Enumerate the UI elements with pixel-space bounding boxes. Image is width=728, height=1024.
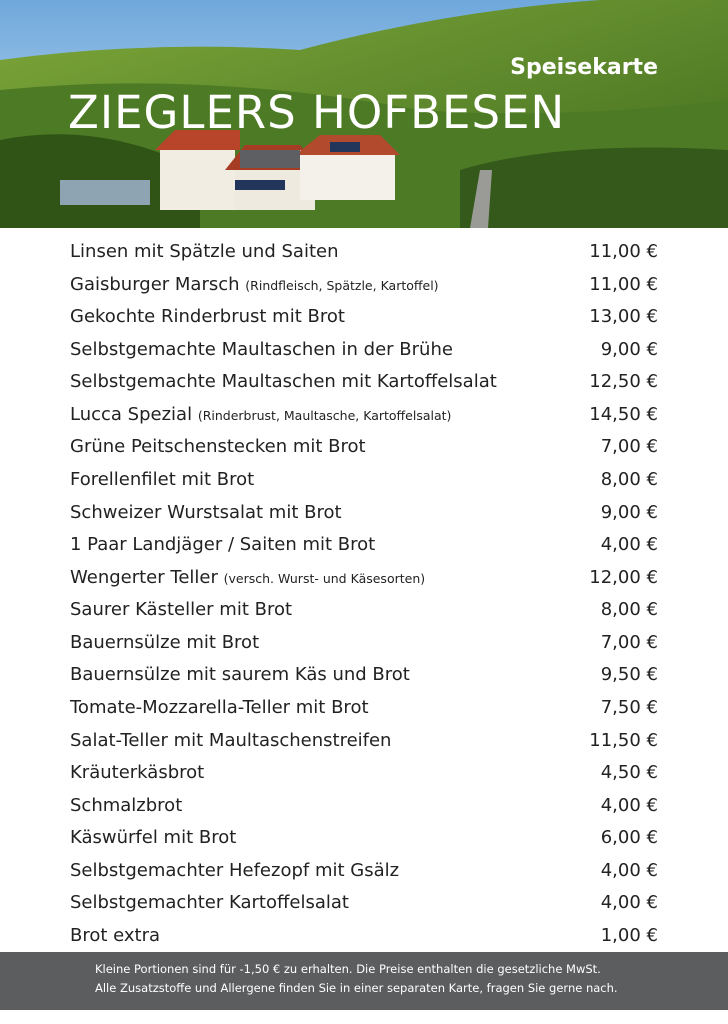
item-price: 9,00 € <box>600 501 658 523</box>
item-label: Selbstgemachte Maultaschen in der Brühe <box>70 334 453 366</box>
menu-item: Kräuterkäsbrot 4,50 € <box>70 757 658 789</box>
item-name: Selbstgemachte Maultaschen mit Kartoffel… <box>70 371 497 393</box>
menu-item: Schmalzbrot 4,00 € <box>70 790 658 822</box>
item-price: 6,00 € <box>600 827 658 849</box>
item-label: Bauernsülze mit Brot <box>70 627 259 659</box>
menu-item: Grüne Peitschenstecken mit Brot 7,00 € <box>70 431 658 463</box>
menu-item: Gaisburger Marsch (Rindfleisch, Spätzle,… <box>70 269 658 301</box>
menu-item: Forellenfilet mit Brot 8,00 € <box>70 464 658 496</box>
item-name: Gaisburger Marsch <box>70 273 240 295</box>
item-name: Bauernsülze mit Brot <box>70 631 260 653</box>
item-price: 8,00 € <box>600 599 658 621</box>
menu-item: Bauernsülze mit Brot 7,00 € <box>70 627 658 659</box>
menu-item: Lucca Spezial (Rinderbrust, Maultasche, … <box>70 399 658 431</box>
item-name: Linsen mit Spätzle und Saiten <box>70 241 339 262</box>
item-name: Grüne Peitschenstecken mit Brot <box>70 436 366 458</box>
item-price: 8,00 € <box>600 468 658 490</box>
item-label: Tomate-Mozzarella-Teller mit Brot <box>70 692 369 724</box>
item-name: Käswürfel mit Brot <box>70 827 237 849</box>
item-price: 4,00 € <box>600 534 658 556</box>
item-price: 11,00 € <box>589 241 658 262</box>
item-label: 1 Paar Landjäger / Saiten mit Brot <box>70 529 375 561</box>
item-price: 13,00 € <box>589 306 658 328</box>
item-name: Brot extra <box>70 924 161 946</box>
menu-item: Selbstgemachter Hefezopf mit Gsälz 4,00 € <box>70 855 658 887</box>
item-name: Schweizer Wurstsalat mit Brot <box>70 501 342 523</box>
item-name: Forellenfilet mit Brot <box>70 468 255 490</box>
item-name: Kräuterkäsbrot <box>70 762 205 784</box>
item-price: 4,50 € <box>600 762 658 784</box>
item-label: Schmalzbrot <box>70 790 182 822</box>
item-name: Salat-Teller mit Maultaschenstreifen <box>70 729 392 751</box>
item-price: 12,00 € <box>589 566 658 588</box>
item-price: 9,50 € <box>600 664 658 686</box>
item-price: 4,00 € <box>600 859 658 881</box>
menu-item: Käswürfel mit Brot 6,00 € <box>70 822 658 854</box>
item-price: 9,00 € <box>600 338 658 360</box>
menu-item: Selbstgemachte Maultaschen mit Kartoffel… <box>70 366 658 398</box>
footer: Kleine Portionen sind für -1,50 € zu erh… <box>0 952 728 1010</box>
footer-line: Alle Zusatzstoffe und Allergene finden S… <box>95 981 618 995</box>
header-photo: Speisekarte ZIEGLERS HOFBESEN <box>0 0 728 228</box>
menu-item: 1 Paar Landjäger / Saiten mit Brot 4,00 € <box>70 529 658 561</box>
item-name: Selbstgemachte Maultaschen in der Brühe <box>70 338 453 360</box>
item-name: Bauernsülze mit saurem Käs und Brot <box>70 664 410 686</box>
item-price: 4,00 € <box>600 892 658 914</box>
menu-item: Schweizer Wurstsalat mit Brot 9,00 € <box>70 497 658 529</box>
menu-item: Bauernsülze mit saurem Käs und Brot 9,50 … <box>70 659 658 691</box>
item-name: Selbstgemachter Kartoffelsalat <box>70 892 349 914</box>
item-name: 1 Paar Landjäger / Saiten mit Brot <box>70 534 376 556</box>
menu-item: Wengerter Teller (versch. Wurst- und Käs… <box>70 562 658 594</box>
item-name: Gekochte Rinderbrust mit Brot <box>70 306 345 328</box>
item-label: Grüne Peitschenstecken mit Brot <box>70 431 366 463</box>
item-price: 7,00 € <box>600 436 658 458</box>
menu-item: Selbstgemachter Kartoffelsalat 4,00 € <box>70 887 658 919</box>
menu-item: Brot extra 1,00 € <box>70 920 658 952</box>
item-label: Forellenfilet mit Brot <box>70 464 254 496</box>
item-name: Saurer Kästeller mit Brot <box>70 599 293 621</box>
item-note: (versch. Wurst- und Käsesorten) <box>223 570 426 586</box>
item-label: Gaisburger Marsch (Rindfleisch, Spätzle,… <box>70 269 439 302</box>
item-label: Brot extra <box>70 920 160 952</box>
item-label: Salat-Teller mit Maultaschenstreifen <box>70 725 391 757</box>
item-label: Käswürfel mit Brot <box>70 822 236 854</box>
item-label: Saurer Kästeller mit Brot <box>70 594 292 626</box>
item-name: Lucca Spezial <box>70 403 193 425</box>
item-label: Selbstgemachte Maultaschen mit Kartoffel… <box>70 366 497 398</box>
subtitle: Speisekarte <box>510 55 658 80</box>
item-label: Lucca Spezial (Rinderbrust, Maultasche, … <box>70 399 451 432</box>
menu-item: Gekochte Rinderbrust mit Brot 13,00 € <box>70 301 658 333</box>
footer-line: Kleine Portionen sind für -1,50 € zu erh… <box>95 962 601 976</box>
item-price: 11,00 € <box>589 273 658 295</box>
menu-item: Saurer Kästeller mit Brot 8,00 € <box>70 594 658 626</box>
item-label: Selbstgemachter Hefezopf mit Gsälz <box>70 855 399 887</box>
item-name: Selbstgemachter Hefezopf mit Gsälz <box>70 859 400 881</box>
item-label: Wengerter Teller (versch. Wurst- und Käs… <box>70 562 425 595</box>
item-price: 7,00 € <box>600 631 658 653</box>
item-name: Wengerter Teller <box>70 566 218 588</box>
item-label: Gekochte Rinderbrust mit Brot <box>70 301 345 333</box>
menu-item: Tomate-Mozzarella-Teller mit Brot 7,50 € <box>70 692 658 724</box>
item-note: (Rindfleisch, Spätzle, Kartoffel) <box>245 277 439 293</box>
title: ZIEGLERS HOFBESEN <box>68 86 565 139</box>
item-price: 14,50 € <box>589 403 658 425</box>
menu-item: Salat-Teller mit Maultaschenstreifen 11,5… <box>70 725 658 757</box>
item-label: Linsen mit Spätzle und Saiten <box>70 236 338 268</box>
item-label: Schweizer Wurstsalat mit Brot <box>70 497 342 529</box>
menu-item: Selbstgemachte Maultaschen in der Brühe 9… <box>70 334 658 366</box>
item-name: Schmalzbrot <box>70 794 183 816</box>
menu-item: Linsen mit Spätzle und Saiten 11,00 € <box>70 236 658 268</box>
item-label: Kräuterkäsbrot <box>70 757 204 789</box>
item-label: Bauernsülze mit saurem Käs und Brot <box>70 659 410 691</box>
item-note: (Rinderbrust, Maultasche, Kartoffelsalat… <box>197 407 452 423</box>
item-price: 12,50 € <box>589 371 658 393</box>
item-price: 4,00 € <box>600 794 658 816</box>
item-price: 1,00 € <box>600 924 658 946</box>
item-price: 7,50 € <box>600 696 658 718</box>
item-name: Tomate-Mozzarella-Teller mit Brot <box>70 696 369 718</box>
item-label: Selbstgemachter Kartoffelsalat <box>70 887 349 919</box>
item-price: 11,50 € <box>589 729 658 751</box>
